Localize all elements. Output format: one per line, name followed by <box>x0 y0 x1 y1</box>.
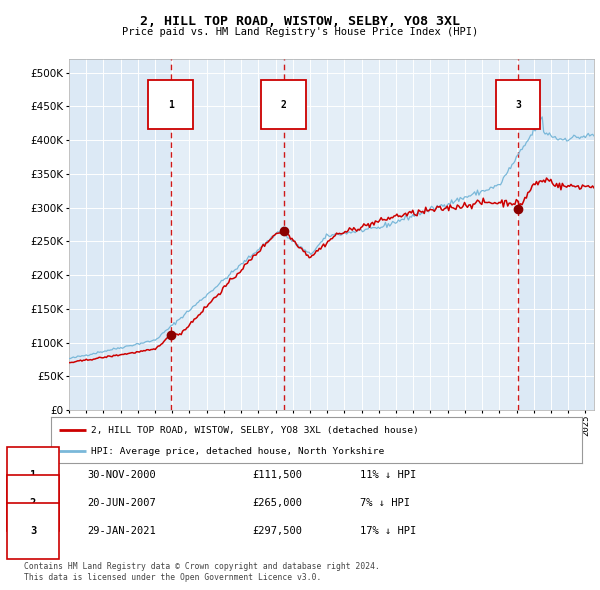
Text: 2, HILL TOP ROAD, WISTOW, SELBY, YO8 3XL (detached house): 2, HILL TOP ROAD, WISTOW, SELBY, YO8 3XL… <box>91 426 419 435</box>
Text: 1: 1 <box>30 470 36 480</box>
Text: £111,500: £111,500 <box>252 470 302 480</box>
Text: 29-JAN-2021: 29-JAN-2021 <box>87 526 156 536</box>
Bar <box>171 59 518 410</box>
Text: 2, HILL TOP ROAD, WISTOW, SELBY, YO8 3XL: 2, HILL TOP ROAD, WISTOW, SELBY, YO8 3XL <box>140 15 460 28</box>
Text: £297,500: £297,500 <box>252 526 302 536</box>
Text: 1: 1 <box>168 100 174 110</box>
Text: 20-JUN-2007: 20-JUN-2007 <box>87 498 156 507</box>
Text: 2: 2 <box>281 100 287 110</box>
Text: 3: 3 <box>30 526 36 536</box>
Text: 11% ↓ HPI: 11% ↓ HPI <box>360 470 416 480</box>
Text: 2: 2 <box>30 498 36 507</box>
Text: 3: 3 <box>515 100 521 110</box>
Text: 17% ↓ HPI: 17% ↓ HPI <box>360 526 416 536</box>
Text: 7% ↓ HPI: 7% ↓ HPI <box>360 498 410 507</box>
Text: HPI: Average price, detached house, North Yorkshire: HPI: Average price, detached house, Nort… <box>91 447 384 456</box>
Text: £265,000: £265,000 <box>252 498 302 507</box>
Text: This data is licensed under the Open Government Licence v3.0.: This data is licensed under the Open Gov… <box>24 572 322 582</box>
Text: Contains HM Land Registry data © Crown copyright and database right 2024.: Contains HM Land Registry data © Crown c… <box>24 562 380 571</box>
Text: Price paid vs. HM Land Registry's House Price Index (HPI): Price paid vs. HM Land Registry's House … <box>122 27 478 37</box>
Text: 30-NOV-2000: 30-NOV-2000 <box>87 470 156 480</box>
